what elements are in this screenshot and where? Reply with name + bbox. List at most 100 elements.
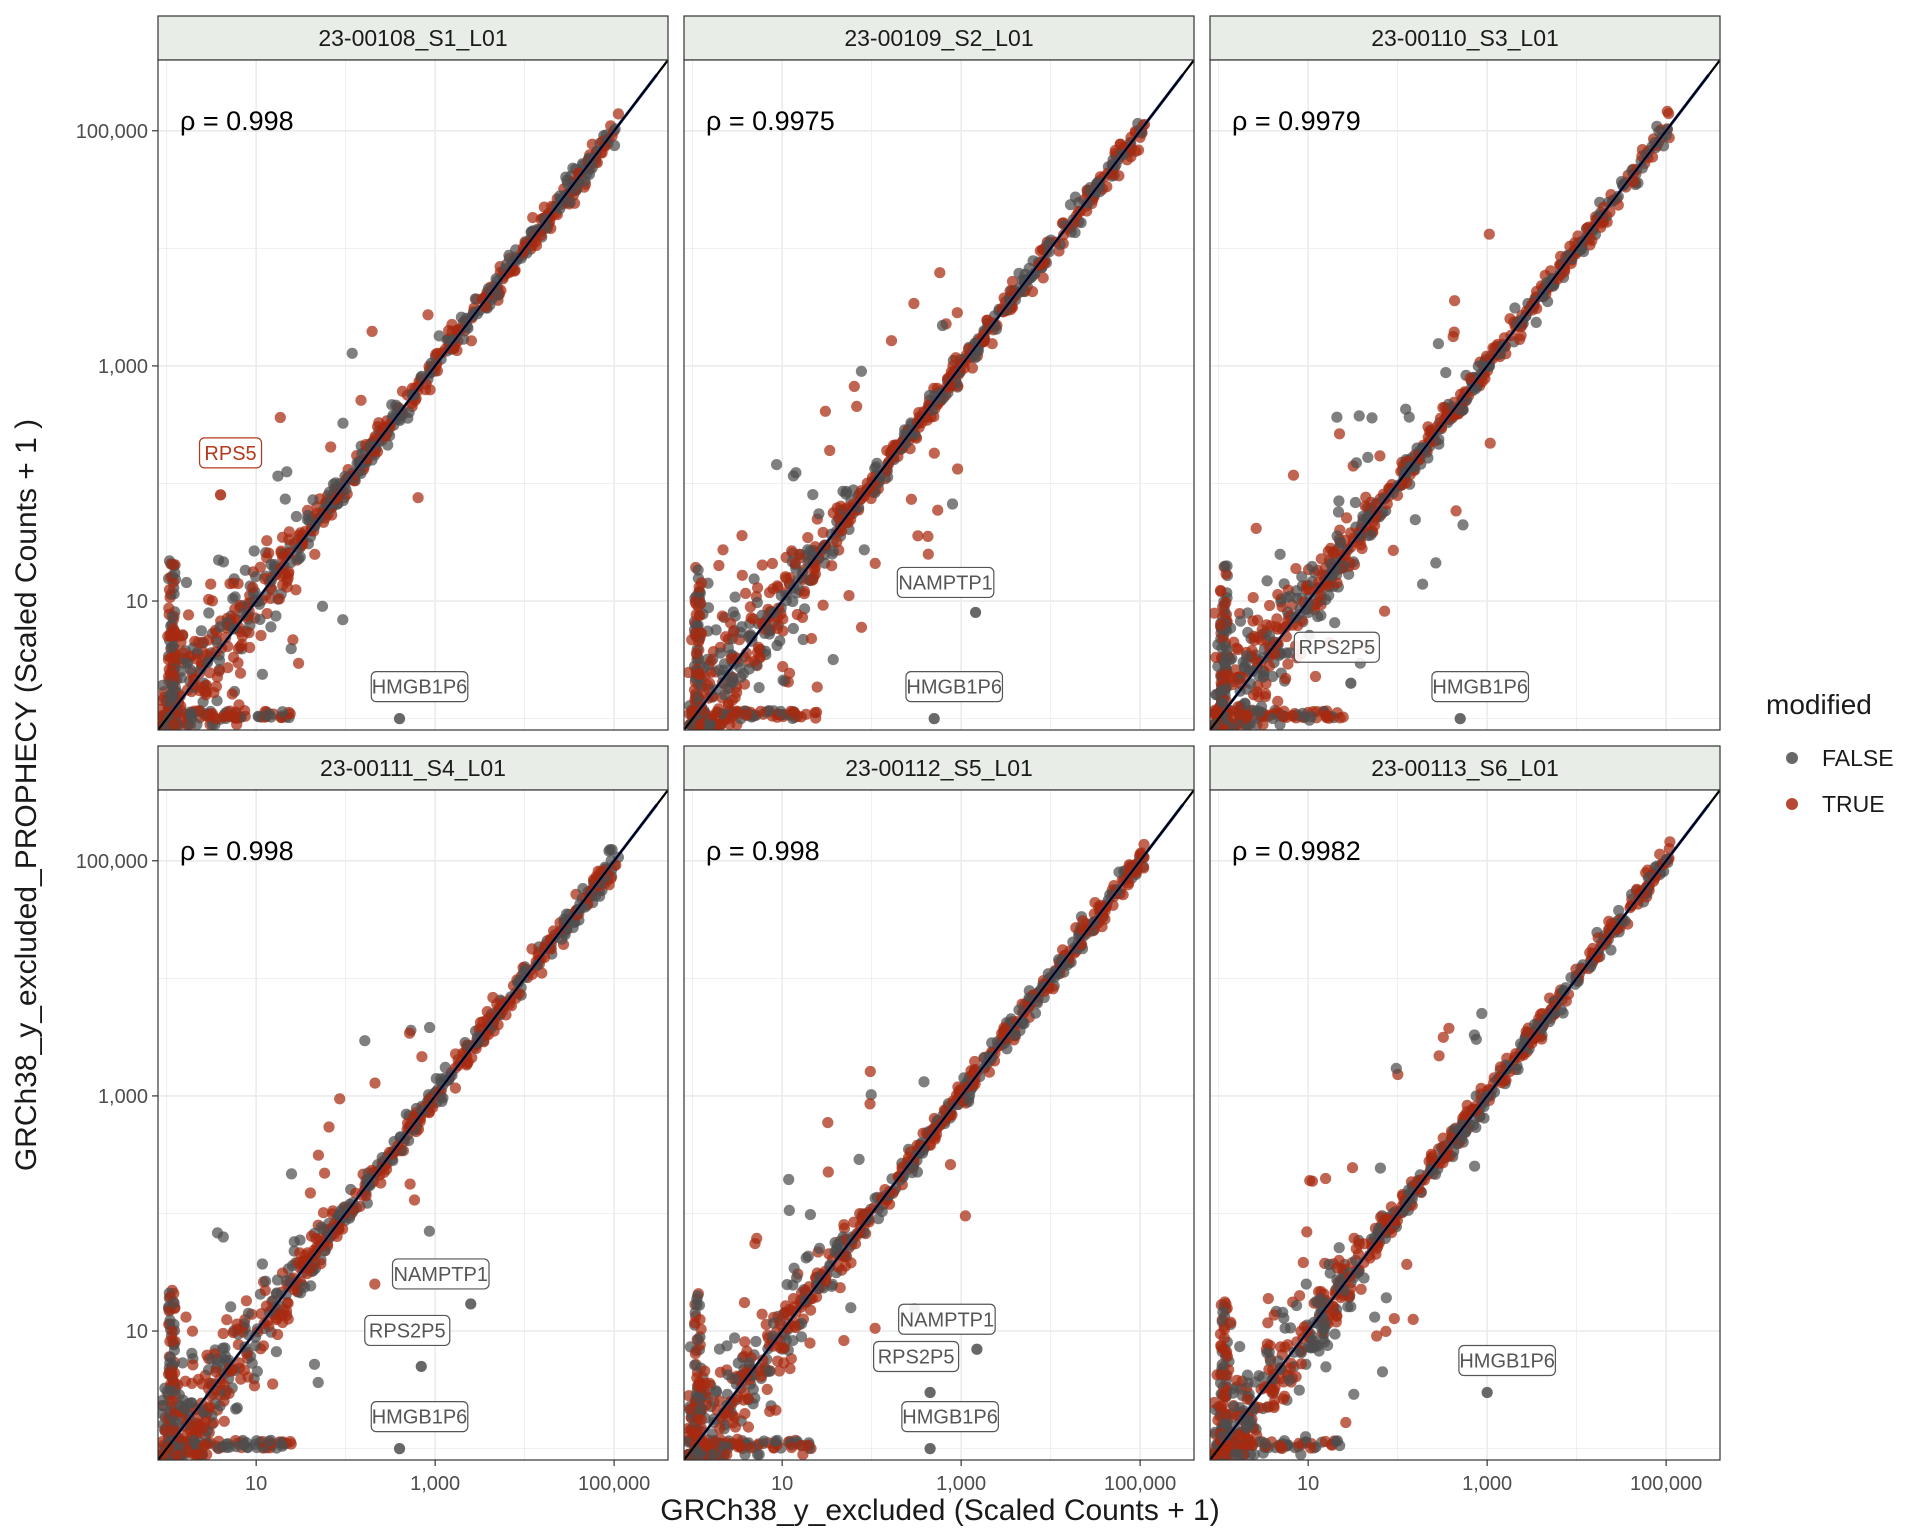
data-point: [186, 1377, 198, 1389]
data-point: [811, 681, 823, 693]
data-point: [783, 1173, 795, 1186]
data-point: [299, 1281, 311, 1293]
data-point: [695, 718, 707, 730]
data-point: [824, 444, 836, 457]
data-point: [783, 1204, 795, 1216]
data-point: [838, 1219, 850, 1231]
data-point: [742, 1392, 754, 1405]
data-point: [1294, 1290, 1306, 1302]
data-point: [1234, 615, 1247, 627]
data-point: [270, 1346, 282, 1358]
data-point: [443, 324, 455, 337]
data-point: [164, 1314, 176, 1326]
data-point: [375, 1177, 387, 1189]
data-point: [167, 559, 179, 571]
data-point: [1252, 691, 1265, 703]
data-point: [822, 1166, 834, 1178]
data-point: [1241, 709, 1253, 721]
data-point: [1241, 650, 1253, 662]
rho-label: ρ = 0.9975: [706, 106, 835, 136]
data-point: [213, 665, 225, 677]
data-point: [869, 1322, 881, 1334]
data-point: [164, 1367, 176, 1379]
data-point: [1387, 487, 1399, 499]
data-point: [1433, 1050, 1445, 1062]
data-point: [752, 641, 765, 653]
data-point: [186, 1325, 199, 1337]
data-point: [166, 1395, 178, 1407]
gene-label-box: [898, 1303, 996, 1335]
data-point: [1300, 1278, 1312, 1290]
rho-label: ρ = 0.998: [180, 106, 294, 136]
data-point: [1287, 709, 1299, 722]
data-point: [736, 530, 748, 542]
data-point: [246, 1357, 258, 1369]
data-point: [689, 1348, 702, 1360]
data-point: [694, 598, 706, 610]
gene-label-namptp1: NAMPTP1: [391, 1258, 490, 1310]
data-point: [685, 718, 697, 730]
data-point: [851, 400, 863, 412]
data-point: [797, 633, 809, 646]
gene-label-text: RPS2P5: [878, 1347, 955, 1369]
data-point: [1215, 619, 1227, 631]
data-point: [261, 535, 273, 547]
data-point: [1263, 630, 1276, 642]
data-point: [864, 1098, 876, 1110]
data-point: [804, 1209, 817, 1221]
data-point: [265, 621, 277, 633]
data-point: [905, 493, 918, 505]
data-point: [190, 1448, 202, 1460]
data-point: [222, 662, 234, 674]
data-point: [316, 600, 329, 612]
data-point: [729, 1411, 741, 1423]
data-point: [692, 564, 704, 576]
data-point: [1366, 412, 1378, 424]
data-point: [755, 705, 767, 717]
data-point: [422, 309, 434, 321]
data-point: [826, 560, 838, 572]
gene-label-text: NAMPTP1: [898, 572, 992, 594]
data-point: [206, 595, 218, 607]
data-point: [1595, 221, 1607, 233]
data-point: [167, 1335, 179, 1347]
panel-border: [1209, 59, 1721, 731]
data-point: [281, 466, 293, 478]
data-point: [185, 710, 197, 722]
data-point: [355, 467, 367, 479]
data-point: [699, 1365, 711, 1377]
data-point: [1459, 386, 1471, 398]
x-tick-label: 1,000: [410, 1473, 460, 1495]
data-point: [806, 574, 819, 586]
data-point: [1484, 437, 1496, 449]
data-point: [1216, 696, 1228, 709]
data-point: [1302, 606, 1315, 619]
data-point: [704, 1377, 716, 1389]
data-point: [1481, 350, 1493, 362]
data-point: [221, 710, 233, 722]
data-point: [331, 1230, 343, 1242]
data-point: [200, 1438, 212, 1451]
data-point: [217, 556, 230, 568]
data-point: [774, 635, 786, 647]
data-point: [777, 1308, 790, 1320]
data-point: [251, 1365, 263, 1377]
data-point: [797, 1448, 809, 1460]
data-point: [1374, 450, 1386, 462]
data-point: [1282, 658, 1294, 670]
data-point: [337, 614, 349, 626]
data-point: [274, 411, 286, 424]
gene-label-text: RPS2P5: [1299, 637, 1376, 659]
data-point: [1437, 402, 1449, 414]
data-point: [1578, 246, 1590, 258]
y-tick-label: 100,000: [76, 121, 148, 143]
data-point: [293, 657, 305, 669]
gene-label-rps2p5: RPS2P5: [1293, 631, 1380, 689]
data-point: [210, 680, 222, 693]
data-point: [355, 394, 367, 406]
data-point: [752, 582, 764, 594]
data-point: [713, 559, 725, 572]
data-point: [932, 504, 944, 516]
data-point: [190, 653, 202, 665]
data-point: [182, 609, 195, 621]
